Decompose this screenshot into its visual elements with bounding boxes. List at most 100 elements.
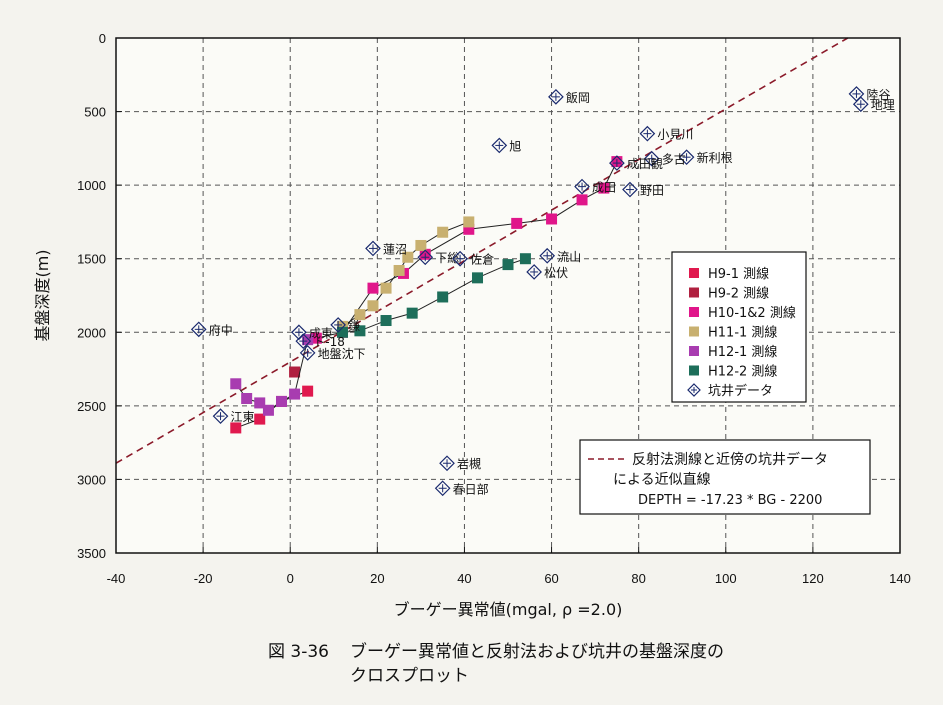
caption-line1: ブーゲー異常値と反射法および坑井の基盤深度の	[350, 642, 724, 662]
data-point	[302, 334, 314, 346]
legend-label: H9-2 測線	[708, 286, 769, 302]
data-point	[336, 320, 348, 332]
fit-line-path	[115, 37, 849, 464]
well-marker	[434, 480, 451, 497]
y-tick-label: 1500	[77, 252, 106, 267]
well-marker	[452, 250, 468, 267]
legend-swatch	[687, 383, 701, 397]
data-point	[415, 239, 427, 251]
x-tick-label: 40	[457, 571, 471, 586]
legend-label: H9-1 測線	[708, 266, 769, 282]
data-point	[380, 315, 392, 327]
data-point	[310, 332, 322, 344]
well-marker	[609, 155, 625, 171]
well-label: 府中	[209, 322, 233, 337]
y-tick-label: 500	[84, 105, 106, 120]
data-point	[289, 366, 301, 378]
well-marker	[574, 178, 590, 195]
well-label: 小見川	[657, 128, 693, 142]
series-4	[230, 334, 314, 416]
data-point	[254, 397, 266, 409]
caption-number: 図 3-36	[268, 642, 329, 662]
legend-swatch	[689, 326, 699, 337]
well-point: 小見川	[639, 125, 693, 142]
well-label: 多古	[662, 152, 686, 167]
well-marker	[539, 247, 556, 264]
well-marker	[639, 125, 656, 142]
data-point	[402, 251, 414, 263]
caption-line2: クロスプロット	[350, 666, 469, 686]
well-point: ト-18	[295, 333, 345, 349]
y-axis-label: 基盤深度(m)	[33, 249, 52, 341]
x-tick-label: 140	[889, 571, 911, 586]
well-label: 岩槻	[457, 456, 481, 471]
well-marker	[365, 240, 381, 257]
well-point: 下総	[417, 249, 459, 266]
well-point: 地理	[852, 96, 895, 112]
x-tick-label: -40	[107, 571, 126, 586]
well-point: 多古	[643, 150, 686, 167]
data-point	[598, 182, 610, 194]
data-point	[393, 264, 405, 276]
well-point: 江東	[212, 408, 255, 424]
legend-swatch	[689, 346, 699, 356]
data-point	[546, 213, 558, 225]
x-tick-label: 120	[802, 571, 824, 586]
y-tick-label: 3000	[77, 472, 106, 487]
well-point: 新利根	[678, 149, 733, 165]
well-point: 野田	[622, 181, 664, 198]
x-tick-label: 20	[370, 571, 384, 586]
legend-label: H11-1 測線	[708, 325, 777, 341]
well-point: 成田	[574, 178, 616, 195]
well-marker	[643, 150, 660, 167]
fit-equation: DEPTH = -17.23 * BG - 2200	[638, 493, 822, 508]
well-point: 佐倉	[452, 250, 494, 267]
well-label: 野田	[640, 184, 664, 198]
well-point: 蓮沼	[365, 240, 407, 257]
y-tick-label: 0	[99, 31, 106, 46]
well-label: 佐倉	[470, 252, 494, 267]
legend-label: 坑井データ	[708, 383, 773, 399]
well-label: 江東	[231, 410, 255, 424]
data-point	[367, 282, 379, 294]
data-point	[289, 388, 301, 400]
series-5	[336, 253, 531, 338]
data-point	[302, 385, 314, 397]
well-label: 下総	[435, 251, 459, 265]
well-point: 成田観	[609, 155, 663, 171]
y-tick-label: 3500	[77, 546, 106, 561]
well-label: 旭	[509, 139, 521, 153]
well-marker	[548, 89, 564, 105]
legend-swatch	[689, 307, 699, 317]
well-label: 陸谷	[866, 88, 890, 102]
fit-legend-label2: による近似直線	[613, 471, 711, 488]
series-3	[336, 216, 475, 332]
well-marker	[299, 345, 316, 361]
well-marker	[622, 181, 638, 198]
data-point	[519, 253, 531, 265]
data-point	[502, 259, 514, 271]
well-label: 成田	[592, 181, 616, 195]
well-marker	[439, 455, 455, 472]
legend-label: H12-1 測線	[708, 344, 777, 360]
well-label: 春日部	[453, 481, 489, 496]
legend-label: H12-2 測線	[708, 364, 777, 380]
data-point	[354, 325, 366, 337]
data-point	[230, 378, 242, 390]
fit-legend-label: 反射法測線と近傍の坑井データ	[632, 451, 828, 468]
well-marker	[491, 137, 508, 154]
well-marker	[190, 321, 207, 338]
well-label: 成東	[309, 326, 333, 340]
well-marker	[417, 249, 434, 266]
x-axis-label: ブーゲー異常値(mgal, ρ =2.0)	[394, 600, 623, 619]
well-label: 松伏	[544, 266, 568, 280]
axis-ticks: -40 -20 0 20 40 60 80 100 120 140 0 500 1000 1500 2000…	[77, 31, 911, 586]
data-point	[437, 291, 449, 303]
well-label: 地理	[871, 98, 895, 112]
well-label: 地盤沈下	[318, 346, 366, 361]
well-label: ト-18	[313, 335, 345, 349]
x-tick-label: 100	[715, 571, 737, 586]
well-marker	[526, 264, 542, 280]
data-series	[230, 156, 623, 434]
